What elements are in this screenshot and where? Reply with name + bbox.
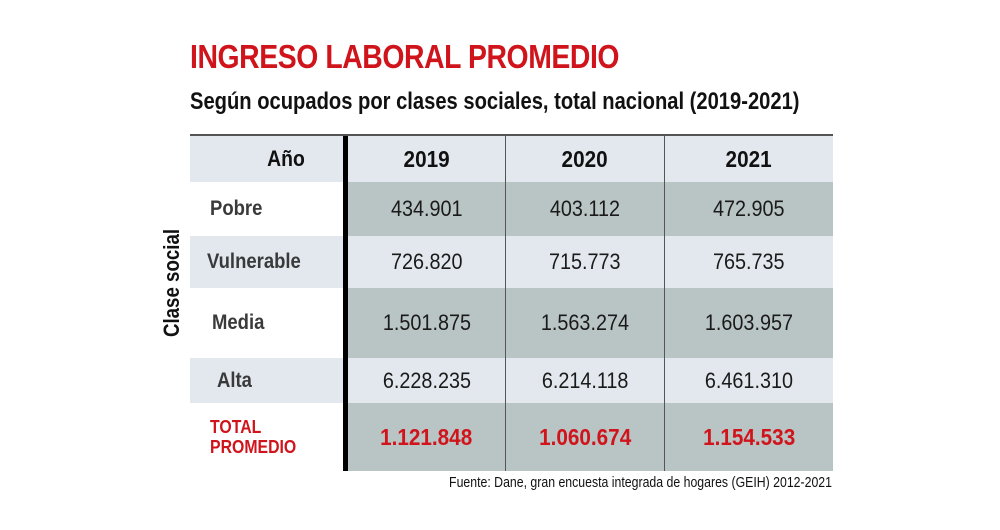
- source-note: Fuente: Dane, gran encuesta integrada de…: [449, 474, 832, 491]
- table-row-pobre: Pobre 434.901 403.112 472.905: [190, 182, 833, 236]
- income-table: Año 2019 2020 2021 Pobre 434.901 403.112…: [190, 134, 833, 471]
- cell-value: 715.773: [549, 249, 621, 274]
- column-header-2021: 2021: [665, 136, 833, 182]
- column-header-text: 2020: [561, 145, 609, 172]
- table-cell: 715.773: [506, 236, 665, 288]
- cell-value: 472.905: [713, 196, 785, 221]
- column-header-2020: 2020: [506, 136, 665, 182]
- column-header-text: 2021: [725, 145, 773, 172]
- table-cell: 1.563.274: [506, 288, 665, 358]
- table-cell: 726.820: [348, 236, 506, 288]
- table-cell: 1.603.957: [665, 288, 833, 358]
- table-cell: 434.901: [348, 182, 506, 236]
- table-cell: 6.461.310: [665, 358, 833, 403]
- row-label-text: Vulnerable: [207, 250, 301, 273]
- row-label-text: Alta: [217, 368, 252, 392]
- cell-value: 1.603.957: [704, 310, 794, 335]
- table-row-media: Media 1.501.875 1.563.274 1.603.957: [190, 288, 833, 358]
- row-label: Media: [190, 288, 343, 358]
- row-label-text: Pobre: [210, 197, 263, 220]
- cell-value: 403.112: [549, 196, 621, 221]
- thick-divider: [343, 358, 348, 403]
- table-cell: 765.735: [665, 236, 833, 288]
- total-value: 1.060.674: [538, 423, 632, 450]
- cell-value: 1.563.274: [540, 310, 630, 335]
- thick-divider: [343, 403, 348, 471]
- cell-value: 6.461.310: [704, 367, 794, 393]
- column-header-2019: 2019: [348, 136, 506, 182]
- row-group-label: Clase social: [152, 220, 192, 345]
- total-cell: 1.121.848: [348, 403, 506, 471]
- total-value: 1.154.533: [702, 423, 796, 450]
- row-label: Vulnerable: [190, 236, 343, 288]
- cell-value: 1.501.875: [382, 310, 471, 335]
- page-title: INGRESO LABORAL PROMEDIO: [190, 38, 620, 75]
- row-label-text: Media: [212, 311, 265, 334]
- row-label: Alta: [190, 358, 343, 403]
- column-header-text: 2019: [403, 145, 450, 172]
- page-subtitle: Según ocupados por clases sociales, tota…: [190, 88, 800, 115]
- cell-value: 726.820: [390, 249, 463, 274]
- cell-value: 765.735: [713, 249, 785, 274]
- corner-header: Año: [190, 136, 343, 182]
- table-cell: 472.905: [665, 182, 833, 236]
- table-header-row: Año 2019 2020 2021: [190, 136, 833, 182]
- total-value: 1.121.848: [380, 423, 473, 450]
- cell-value: 6.214.118: [541, 367, 629, 393]
- table-row-vulnerable: Vulnerable 726.820 715.773 765.735: [190, 236, 833, 288]
- cell-value: 6.228.235: [382, 367, 471, 393]
- thick-divider: [343, 182, 348, 236]
- total-cell: 1.154.533: [665, 403, 833, 471]
- total-label-line1: TOTAL: [210, 417, 262, 437]
- total-label: TOTAL PROMEDIO: [190, 403, 343, 471]
- total-cell: 1.060.674: [506, 403, 665, 471]
- thick-divider: [343, 288, 348, 358]
- total-label-line2: PROMEDIO: [210, 437, 297, 457]
- table-cell: 403.112: [506, 182, 665, 236]
- corner-header-text: Año: [267, 146, 305, 171]
- table-cell: 1.501.875: [348, 288, 506, 358]
- table-row-total: TOTAL PROMEDIO 1.121.848 1.060.674 1.154…: [190, 403, 833, 471]
- cell-value: 434.901: [390, 196, 463, 221]
- table-cell: 6.228.235: [348, 358, 506, 403]
- thick-divider: [343, 236, 348, 288]
- row-label: Pobre: [190, 182, 343, 236]
- table-row-alta: Alta 6.228.235 6.214.118 6.461.310: [190, 358, 833, 403]
- thick-divider: [343, 136, 348, 182]
- table-cell: 6.214.118: [506, 358, 665, 403]
- row-group-label-text: Clase social: [159, 228, 184, 337]
